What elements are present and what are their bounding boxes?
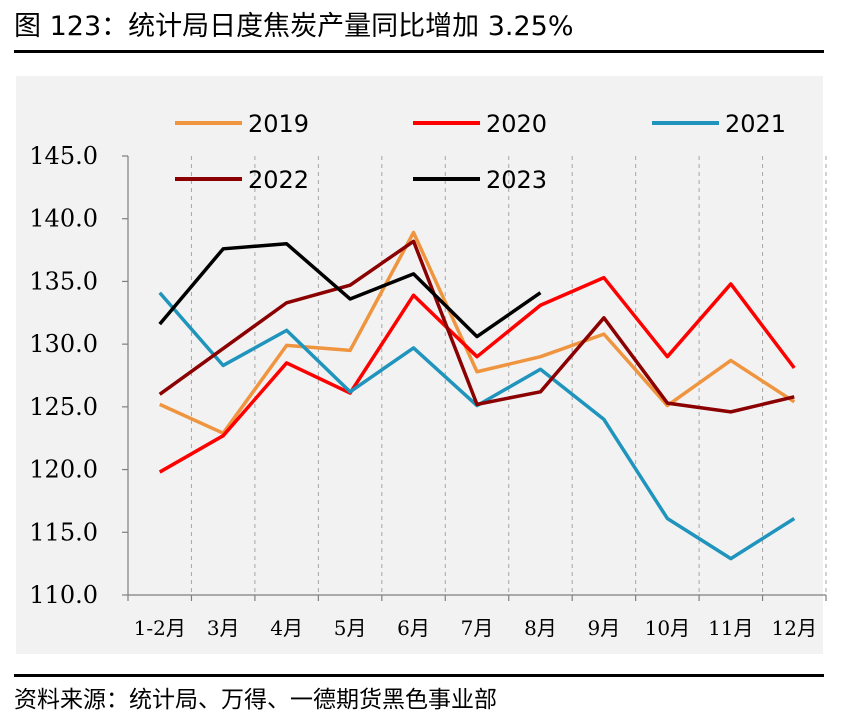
y-tick-label: 120.0 bbox=[29, 456, 98, 484]
x-tick-label: 11月 bbox=[708, 616, 753, 640]
x-tick-label: 5月 bbox=[334, 616, 367, 640]
legend-label-2023: 2023 bbox=[486, 166, 547, 194]
x-tick-label: 7月 bbox=[461, 616, 494, 640]
series-line-2019 bbox=[159, 230, 796, 435]
series-line-2022 bbox=[158, 239, 795, 414]
y-tick-label: 130.0 bbox=[29, 330, 98, 358]
figure-title: 图 123：统计局日度焦炭产量同比增加 3.25% bbox=[14, 11, 574, 42]
x-tick-label: 3月 bbox=[207, 616, 240, 640]
legend-label-2022: 2022 bbox=[248, 166, 309, 194]
x-tick-label: 9月 bbox=[588, 616, 621, 640]
y-tick-label: 125.0 bbox=[29, 393, 98, 421]
y-tick-label: 135.0 bbox=[29, 267, 98, 295]
x-tick-label: 1-2月 bbox=[134, 616, 186, 640]
y-tick-label: 145.0 bbox=[29, 142, 98, 170]
x-tick-label: 12月 bbox=[772, 616, 817, 640]
legend-label-2020: 2020 bbox=[486, 110, 547, 138]
x-tick-label: 4月 bbox=[270, 616, 303, 640]
source-note: 资料来源：统计局、万得、一德期货黑色事业部 bbox=[14, 687, 497, 713]
chart-area bbox=[16, 76, 823, 654]
y-tick-label: 110.0 bbox=[29, 581, 98, 609]
legend-label-2019: 2019 bbox=[248, 110, 309, 138]
x-tick-label: 6月 bbox=[397, 616, 430, 640]
x-tick-label: 8月 bbox=[524, 616, 557, 640]
title-rule bbox=[14, 50, 824, 53]
legend-label-2021: 2021 bbox=[725, 110, 786, 138]
y-tick-label: 115.0 bbox=[29, 518, 98, 546]
source-rule bbox=[14, 674, 824, 677]
x-tick-label: 10月 bbox=[645, 616, 690, 640]
y-tick-label: 140.0 bbox=[29, 205, 98, 233]
series-line-2023 bbox=[158, 242, 542, 339]
series-line-2020 bbox=[158, 275, 796, 474]
